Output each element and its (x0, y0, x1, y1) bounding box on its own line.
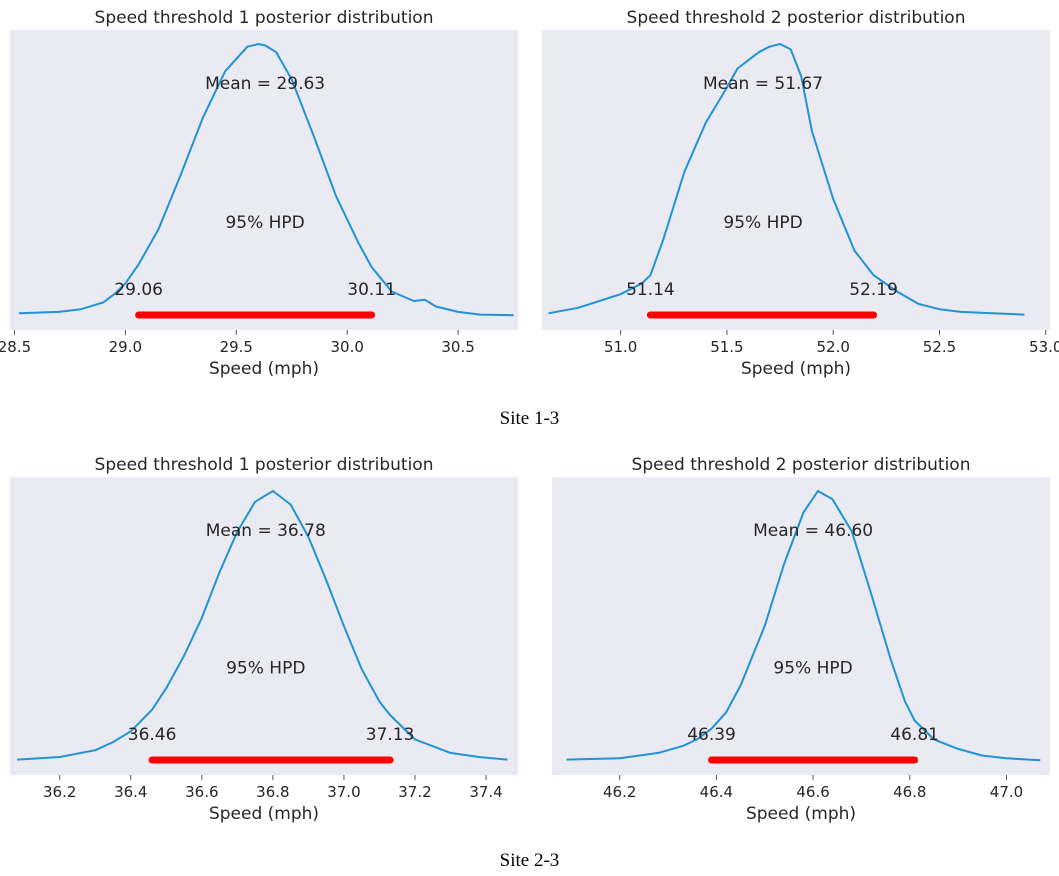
hpd-caption: 95% HPD (225, 213, 304, 233)
x-tick-label: 51.0 (604, 338, 637, 356)
x-tick-label: 28.5 (0, 338, 31, 356)
hpd-caption: 95% HPD (723, 213, 802, 233)
x-tick-label: 30.0 (330, 338, 363, 356)
x-tick-label: 46.4 (700, 783, 733, 801)
mean-label: Mean = 51.67 (703, 74, 823, 94)
hpd-lower-label: 29.06 (114, 280, 163, 300)
x-tick-label: 46.8 (893, 783, 926, 801)
x-tick-label: 30.5 (441, 338, 474, 356)
chart-title: Speed threshold 1 posterior distribution (95, 455, 434, 475)
x-tick-label: 29.0 (109, 338, 142, 356)
caption-site-1-3: Site 1-3 (0, 408, 1059, 430)
x-tick-label: 46.2 (603, 783, 636, 801)
x-tick-label: 46.6 (796, 783, 829, 801)
chart-panel-3: Speed threshold 1 posterior distribution… (10, 455, 518, 824)
x-tick-label: 37.0 (327, 783, 360, 801)
x-tick-label: 37.4 (469, 783, 502, 801)
hpd-upper-label: 46.81 (890, 725, 939, 745)
x-tick-label: 51.5 (710, 338, 743, 356)
hpd-lower-label: 36.46 (128, 725, 177, 745)
x-tick-label: 36.4 (114, 783, 147, 801)
x-tick-label: 47.0 (990, 783, 1023, 801)
hpd-caption: 95% HPD (226, 659, 305, 679)
x-tick-label: 53.0 (1029, 338, 1059, 356)
caption-site-2-3: Site 2-3 (0, 850, 1059, 872)
x-tick-label: 36.6 (185, 783, 218, 801)
x-tick-label: 29.5 (220, 338, 253, 356)
chart-title: Speed threshold 1 posterior distribution (95, 8, 434, 28)
hpd-caption: 95% HPD (773, 659, 852, 679)
chart-panel-2: Speed threshold 2 posterior distribution… (542, 8, 1059, 379)
x-tick-label: 52.5 (923, 338, 956, 356)
hpd-lower-label: 46.39 (687, 725, 736, 745)
chart-panel-4: Speed threshold 2 posterior distribution… (552, 455, 1050, 824)
mean-label: Mean = 46.60 (753, 521, 873, 541)
x-axis-label: Speed (mph) (746, 804, 856, 824)
chart-panel-1: Speed threshold 1 posterior distribution… (0, 8, 518, 379)
x-axis-label: Speed (mph) (209, 359, 319, 379)
x-axis-label: Speed (mph) (741, 359, 851, 379)
hpd-lower-label: 51.14 (626, 280, 675, 300)
hpd-upper-label: 37.13 (366, 725, 415, 745)
x-tick-label: 37.2 (398, 783, 431, 801)
x-tick-label: 36.8 (256, 783, 289, 801)
x-tick-label: 36.2 (43, 783, 76, 801)
mean-label: Mean = 36.78 (206, 521, 326, 541)
chart-title: Speed threshold 2 posterior distribution (632, 455, 971, 475)
chart-title: Speed threshold 2 posterior distribution (627, 8, 966, 28)
x-axis-label: Speed (mph) (209, 804, 319, 824)
mean-label: Mean = 29.63 (205, 74, 325, 94)
x-tick-label: 52.0 (816, 338, 849, 356)
hpd-upper-label: 52.19 (849, 280, 898, 300)
hpd-upper-label: 30.11 (347, 280, 396, 300)
